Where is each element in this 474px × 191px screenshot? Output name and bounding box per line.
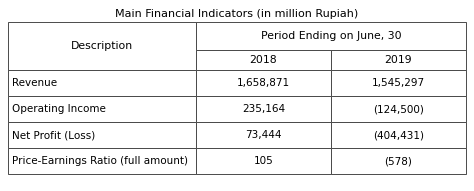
Bar [196,148,331,174]
Text: 2018: 2018 [249,55,277,65]
Bar [8,70,196,96]
Text: 1,658,871: 1,658,871 [237,78,290,88]
Bar [196,122,331,148]
Text: Revenue: Revenue [12,78,57,88]
Bar [196,50,331,70]
Text: 73,444: 73,444 [245,130,282,140]
Text: Main Financial Indicators (in million Rupiah): Main Financial Indicators (in million Ru… [115,9,359,19]
Bar [8,96,196,122]
Bar [331,122,466,148]
Text: Operating Income: Operating Income [12,104,106,114]
Bar [8,148,196,174]
Text: (124,500): (124,500) [373,104,424,114]
Bar [8,22,196,70]
Bar [331,70,466,96]
Bar [331,50,466,70]
Text: 105: 105 [254,156,273,166]
Text: 235,164: 235,164 [242,104,285,114]
Bar [196,96,331,122]
Text: Description: Description [71,41,133,51]
Text: 1,545,297: 1,545,297 [372,78,425,88]
Bar [331,148,466,174]
Bar [196,22,466,50]
Bar [331,96,466,122]
Text: (404,431): (404,431) [373,130,424,140]
Bar [196,70,331,96]
Text: (578): (578) [384,156,412,166]
Text: Price-Earnings Ratio (full amount): Price-Earnings Ratio (full amount) [12,156,188,166]
Text: 2019: 2019 [384,55,412,65]
Text: Net Profit (Loss): Net Profit (Loss) [12,130,95,140]
Bar [8,122,196,148]
Text: Period Ending on June, 30: Period Ending on June, 30 [261,31,401,41]
